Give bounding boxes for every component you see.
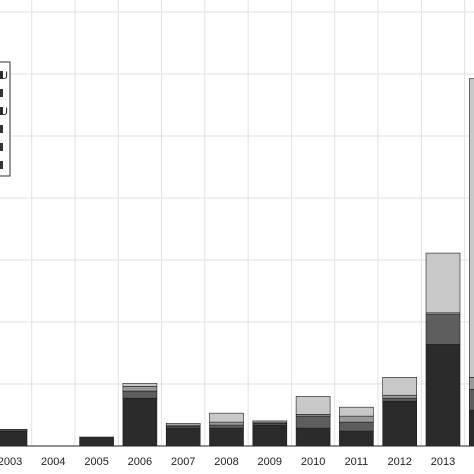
bar-2008-segment-3 (209, 421, 244, 426)
bar-2014-segment-3 (468, 377, 474, 390)
bar-2013-segment-1 (425, 344, 461, 447)
x-tick-label-2005: 2005 (84, 456, 108, 468)
bar-2010-segment-4 (295, 396, 331, 415)
bar-2012-segment-2 (382, 397, 418, 402)
bar-2013-segment-4 (425, 252, 461, 314)
bar-2012-segment-3 (382, 394, 418, 399)
bar-2011-segment-1 (339, 430, 374, 447)
legend-swatch-3 (0, 107, 3, 115)
bar-2014-segment-2 (468, 388, 474, 411)
bar-2007-segment-1 (165, 427, 201, 447)
bar-2007-segment-4 (165, 423, 201, 426)
x-tick-label-2003: 2003 (0, 456, 22, 468)
bar-2005-segment-1 (79, 436, 114, 447)
bar-2006-segment-3 (122, 385, 158, 392)
bar-2009-segment-1 (252, 424, 288, 447)
legend-swatch-5 (0, 143, 3, 151)
bar-2009-segment-4 (252, 420, 288, 423)
x-tick-label-2008: 2008 (214, 456, 238, 468)
legend-swatch-2 (0, 89, 3, 97)
bar-2008-segment-2 (209, 424, 244, 429)
x-tick-label-2007: 2007 (171, 456, 195, 468)
grid-lines (0, 0, 474, 446)
x-tick-label-2004: 2004 (41, 456, 65, 468)
bar-2013-segment-2 (425, 314, 461, 345)
x-tick-label-2011: 2011 (345, 456, 369, 468)
legend-swatch-6 (0, 161, 3, 169)
legend-swatch-4 (0, 125, 3, 133)
bar-2012-segment-4 (382, 377, 418, 396)
bar-2003-segment-1 (0, 430, 28, 447)
legend-box: UU (0, 61, 11, 177)
x-tick-label-2012: 2012 (387, 456, 411, 468)
bar-2011-segment-3 (339, 415, 374, 423)
x-tick-labels: 2003 2004 2005 2006 2007 2008 2009 2010 2011 2012… (0, 456, 455, 468)
bar-2010-segment-1 (295, 427, 331, 447)
legend-frame (0, 61, 11, 177)
bar-2011-segment-2 (339, 421, 374, 432)
x-tick-label-2006: 2006 (128, 456, 152, 468)
bar-2008-segment-1 (209, 427, 244, 447)
legend-entries: UU (0, 70, 8, 169)
bar-2006-segment-1 (122, 397, 158, 447)
legend-label-1: U (0, 70, 8, 82)
bar-2008-segment-4 (209, 412, 244, 423)
bar-2012-segment-1 (382, 400, 418, 447)
bars (0, 78, 474, 447)
x-tick-label-2013: 2013 (431, 456, 455, 468)
bar-2006-segment-4 (122, 382, 158, 387)
bar-2014-segment-4 (468, 78, 474, 378)
bar-2006-segment-2 (122, 390, 158, 399)
x-tick-label-2010: 2010 (301, 456, 325, 468)
bar-2014-segment-1 (468, 409, 474, 447)
bar-2003-segment-2 (0, 428, 28, 432)
legend-swatch-1 (0, 71, 3, 79)
bar-2011-segment-4 (339, 406, 374, 417)
bar-2010-segment-2 (295, 415, 331, 429)
legend-label-3: U (0, 106, 8, 118)
x-tick-label-2009: 2009 (258, 456, 282, 468)
